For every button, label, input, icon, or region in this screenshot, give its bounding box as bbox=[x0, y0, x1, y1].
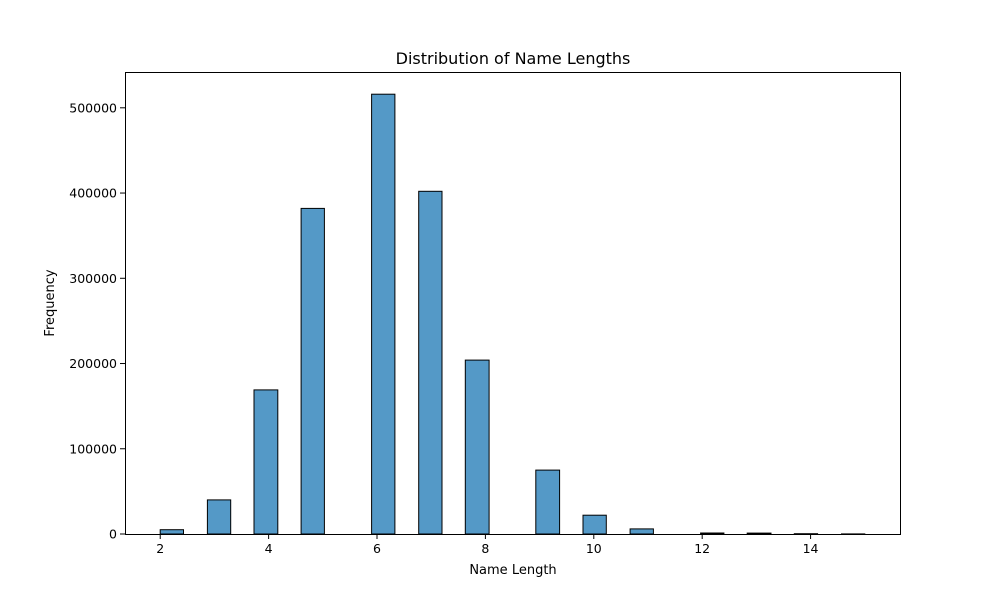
x-tick-label: 2 bbox=[156, 541, 164, 556]
histogram-bar bbox=[746, 532, 772, 535]
bars-group bbox=[159, 93, 866, 535]
histogram-bar bbox=[159, 529, 184, 535]
y-tick-label: 500000 bbox=[69, 100, 117, 115]
histogram-bar bbox=[629, 528, 654, 535]
x-tick-label: 10 bbox=[586, 541, 602, 556]
histogram-bar bbox=[253, 389, 279, 535]
histogram-bar bbox=[418, 190, 443, 535]
histogram-bar bbox=[371, 93, 396, 535]
x-tick-label: 12 bbox=[694, 541, 710, 556]
y-tick-label: 100000 bbox=[69, 441, 117, 456]
y-tick-label: 400000 bbox=[69, 186, 117, 201]
histogram-bar bbox=[464, 359, 490, 535]
histogram-bar bbox=[700, 532, 725, 535]
histogram-bar bbox=[535, 469, 561, 535]
x-tick-label: 14 bbox=[803, 541, 819, 556]
x-tick-label: 4 bbox=[265, 541, 273, 556]
histogram-bar bbox=[300, 207, 325, 535]
chart-title: Distribution of Name Lengths bbox=[396, 49, 631, 68]
y-tick-label: 300000 bbox=[69, 271, 117, 286]
histogram-bar bbox=[582, 514, 607, 535]
y-tick-label: 200000 bbox=[69, 356, 117, 371]
y-axis-ticks: 0 100000 200000 300000 400000 500000 bbox=[69, 100, 125, 542]
y-axis-label: Frequency bbox=[43, 269, 58, 336]
x-tick-label: 8 bbox=[481, 541, 489, 556]
x-axis-ticks: 2 4 6 8 10 12 14 bbox=[156, 534, 819, 556]
plot-frame bbox=[125, 72, 901, 535]
histogram-bar bbox=[206, 499, 232, 535]
y-tick-label: 0 bbox=[109, 527, 117, 542]
x-tick-label: 6 bbox=[373, 541, 381, 556]
x-axis-label: Name Length bbox=[469, 563, 556, 578]
